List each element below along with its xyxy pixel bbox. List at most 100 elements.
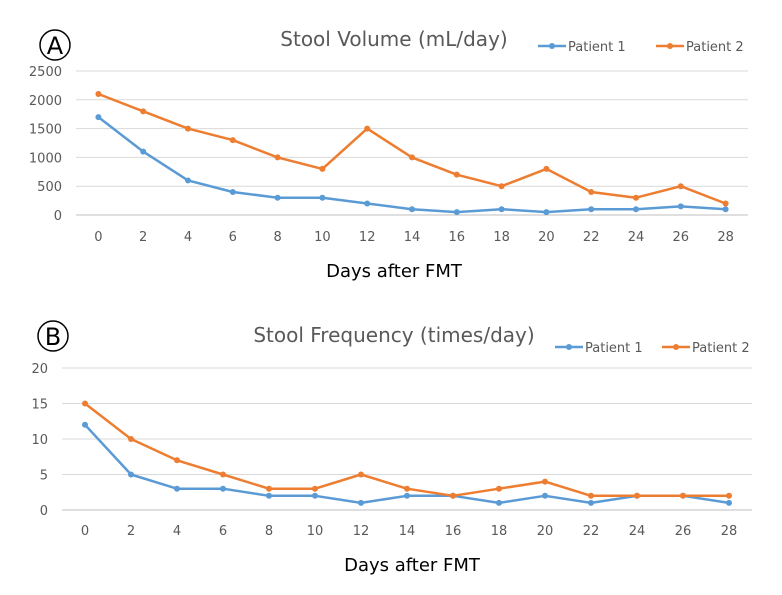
data-point (726, 499, 732, 506)
x-tick-label: 8 (273, 230, 281, 245)
data-point (588, 492, 594, 499)
data-point (450, 492, 456, 499)
x-tick-label: 22 (583, 230, 600, 245)
data-point (174, 485, 180, 492)
data-point (409, 206, 415, 213)
data-point (82, 400, 88, 407)
data-point (726, 492, 732, 499)
x-tick-label: 18 (493, 230, 510, 245)
x-tick-label: 12 (359, 230, 376, 245)
data-point (319, 194, 326, 201)
y-tick-label: 0 (40, 504, 48, 519)
x-tick-label: 18 (491, 524, 508, 539)
data-point (542, 492, 548, 499)
data-point (496, 485, 502, 492)
data-point (220, 471, 226, 478)
data-point (588, 188, 595, 195)
y-tick-label: 10 (31, 433, 48, 448)
data-point (266, 492, 272, 499)
data-point (128, 471, 134, 478)
data-point (498, 183, 505, 190)
y-tick-label: 2500 (29, 65, 62, 80)
data-point (404, 485, 410, 492)
x-tick-label: 4 (184, 230, 192, 245)
x-tick-label: 6 (229, 230, 237, 245)
series-line-2 (97, 92, 727, 205)
legend-label: Patient 2 (692, 341, 750, 356)
data-point (128, 436, 134, 442)
data-point (722, 200, 729, 207)
data-point (677, 203, 684, 210)
series-line-2 (84, 402, 729, 498)
data-point (140, 108, 147, 115)
y-tick-label: 2000 (29, 94, 62, 109)
x-tick-label: 28 (717, 230, 734, 245)
x-tick-label: 16 (445, 524, 462, 539)
y-tick-label: 0 (54, 209, 62, 224)
legend-marker (549, 43, 555, 49)
data-point (82, 421, 88, 428)
legend-label: Patient 1 (585, 341, 643, 356)
data-point (453, 171, 460, 178)
data-point (220, 485, 226, 492)
x-tick-label: 26 (675, 524, 692, 539)
data-point (266, 485, 272, 492)
data-point (358, 471, 364, 478)
data-point (543, 209, 550, 216)
data-point (498, 206, 505, 213)
legend-label: Patient 2 (686, 40, 744, 55)
data-point (634, 492, 640, 499)
data-point (542, 478, 548, 485)
data-point (185, 177, 191, 184)
data-point (722, 206, 729, 213)
data-point (185, 125, 191, 132)
data-point (95, 91, 102, 98)
x-tick-label: 8 (265, 524, 273, 539)
data-point (274, 154, 281, 161)
y-tick-label: 15 (31, 398, 48, 413)
y-tick-label: 20 (31, 362, 48, 377)
chart-title: Stool Volume (mL/day) (280, 27, 507, 51)
x-tick-label: 0 (81, 524, 89, 539)
data-point (312, 492, 318, 499)
y-tick-label: 1500 (29, 123, 62, 138)
x-tick-label: 28 (721, 524, 738, 539)
data-point (358, 499, 364, 506)
panel-label: A (47, 32, 64, 60)
x-axis-label: Days after FMT (344, 555, 481, 576)
data-point (404, 492, 410, 499)
data-point (633, 206, 639, 213)
x-tick-label: 14 (399, 524, 416, 539)
data-point (633, 194, 639, 201)
x-tick-label: 20 (538, 230, 555, 245)
x-tick-label: 26 (673, 230, 690, 245)
data-point (543, 165, 550, 172)
data-point (364, 200, 371, 207)
data-point (312, 485, 318, 492)
x-tick-label: 24 (628, 230, 645, 245)
x-tick-label: 20 (537, 524, 554, 539)
x-tick-label: 2 (127, 524, 135, 539)
data-point (677, 183, 684, 190)
x-tick-label: 22 (583, 524, 600, 539)
x-tick-label: 24 (629, 524, 646, 539)
x-axis-label: Days after FMT (326, 261, 463, 282)
x-tick-label: 16 (449, 230, 466, 245)
panel-label-circle (37, 320, 69, 352)
panel-label-circle (39, 29, 71, 61)
data-point (140, 148, 147, 155)
data-point (229, 188, 236, 195)
data-point (274, 194, 281, 201)
y-tick-label: 5 (40, 469, 48, 484)
data-point (588, 499, 594, 506)
chart-title: Stool Frequency (times/day) (253, 323, 534, 347)
x-tick-label: 12 (353, 524, 370, 539)
x-tick-label: 14 (404, 230, 421, 245)
x-tick-label: 0 (94, 230, 102, 245)
panel-label: B (45, 323, 61, 351)
data-point (319, 165, 326, 172)
y-tick-label: 500 (37, 180, 62, 195)
legend-marker (566, 344, 572, 350)
